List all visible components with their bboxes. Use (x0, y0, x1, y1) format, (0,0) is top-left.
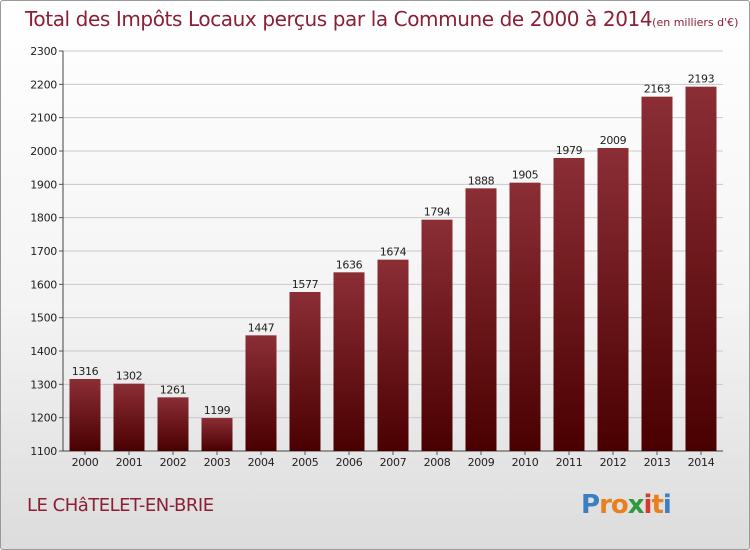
data-label-2006: 1636 (336, 258, 363, 271)
y-tick-label: 1300 (30, 378, 57, 391)
x-tick-label-2010: 2010 (512, 456, 539, 469)
data-label-2007: 1674 (380, 246, 407, 259)
x-tick-label-2011: 2011 (556, 456, 583, 469)
x-tick-label-2001: 2001 (116, 456, 143, 469)
data-labels: 1316 1302 1261 1199 1447 1577 1636 1674 1794 1888… (72, 73, 715, 417)
x-tick-label-2009: 2009 (468, 456, 495, 469)
data-label-2003: 1199 (204, 404, 231, 417)
x-tick-label-2000: 2000 (72, 456, 99, 469)
x-tick-label-2002: 2002 (160, 456, 187, 469)
bar-2007 (377, 259, 409, 451)
bar-2013 (641, 96, 673, 452)
bar-2006 (333, 272, 365, 451)
y-tick-label: 1200 (30, 412, 57, 425)
data-label-2011: 1979 (556, 144, 583, 157)
y-tick-label: 2000 (30, 145, 57, 158)
data-label-2005: 1577 (292, 278, 319, 291)
bar-2004 (245, 335, 277, 451)
bar-2002 (157, 397, 189, 451)
bar-2009 (465, 188, 497, 452)
x-tick-label-2014: 2014 (688, 456, 715, 469)
chart-title-unit: (en milliers d'€) (652, 16, 739, 29)
y-tick-label: 1500 (30, 312, 57, 325)
data-label-2009: 1888 (468, 174, 495, 187)
y-tick-label: 1100 (30, 445, 57, 458)
proxiti-logo: Proxiti (581, 490, 672, 520)
x-tick-label-2003: 2003 (204, 456, 231, 469)
x-tick-label-2008: 2008 (424, 456, 451, 469)
y-tick-label: 1700 (30, 245, 57, 258)
commune-name: LE CHâTELET-EN-BRIE (27, 495, 214, 516)
x-tick-labels: 2000 2001 2002 2003 2004 2005 2006 2007 2008 2009… (72, 451, 715, 469)
x-tick-label-2007: 2007 (380, 456, 407, 469)
x-tick-label-2005: 2005 (292, 456, 319, 469)
bar-2011 (553, 158, 585, 451)
y-tick-label: 1600 (30, 278, 57, 291)
bar-2003 (201, 418, 233, 451)
data-label-2008: 1794 (424, 206, 451, 219)
bar-2005 (289, 292, 321, 451)
chart-title: Total des Impôts Locaux perçus par la Co… (25, 7, 738, 31)
bar-2008 (421, 219, 453, 451)
chart-title-text: Total des Impôts Locaux perçus par la Co… (25, 7, 653, 31)
bar-2014 (685, 86, 717, 452)
bar-2000 (69, 379, 101, 451)
bar-2012 (597, 148, 629, 451)
data-label-2013: 2163 (644, 83, 671, 96)
y-tick-label: 1900 (30, 178, 57, 191)
logo-letter: P (581, 490, 600, 520)
y-tick-label: 1800 (30, 212, 57, 225)
bar-2001 (113, 383, 145, 451)
logo-letter: x (627, 490, 645, 520)
x-tick-label-2004: 2004 (248, 456, 275, 469)
y-tick-label: 2200 (30, 78, 57, 91)
logo-letter: i (643, 490, 653, 520)
logo-letter: r (599, 490, 612, 520)
logo-letter: o (610, 490, 629, 520)
data-label-2001: 1302 (116, 370, 142, 383)
bars (69, 86, 717, 452)
logo-letter: i (662, 490, 672, 520)
data-label-2012: 2009 (600, 134, 627, 147)
y-tick-labels: 1100 1200 1300 1400 1500 1600 1700 1800 1900 2000… (30, 45, 57, 458)
data-label-2002: 1261 (160, 383, 186, 396)
x-tick-label-2013: 2013 (644, 456, 671, 469)
y-tick-label: 2300 (30, 45, 57, 58)
data-label-2010: 1905 (512, 169, 539, 182)
y-tick-label: 1400 (30, 345, 57, 358)
x-tick-label-2012: 2012 (600, 456, 627, 469)
y-tick-label: 2100 (30, 112, 57, 125)
data-label-2014: 2193 (688, 73, 715, 86)
logo-letter: t (651, 490, 663, 520)
data-label-2000: 1316 (72, 365, 99, 378)
x-tick-label-2006: 2006 (336, 456, 363, 469)
data-label-2004: 1447 (248, 321, 275, 334)
bar-2010 (509, 182, 541, 451)
